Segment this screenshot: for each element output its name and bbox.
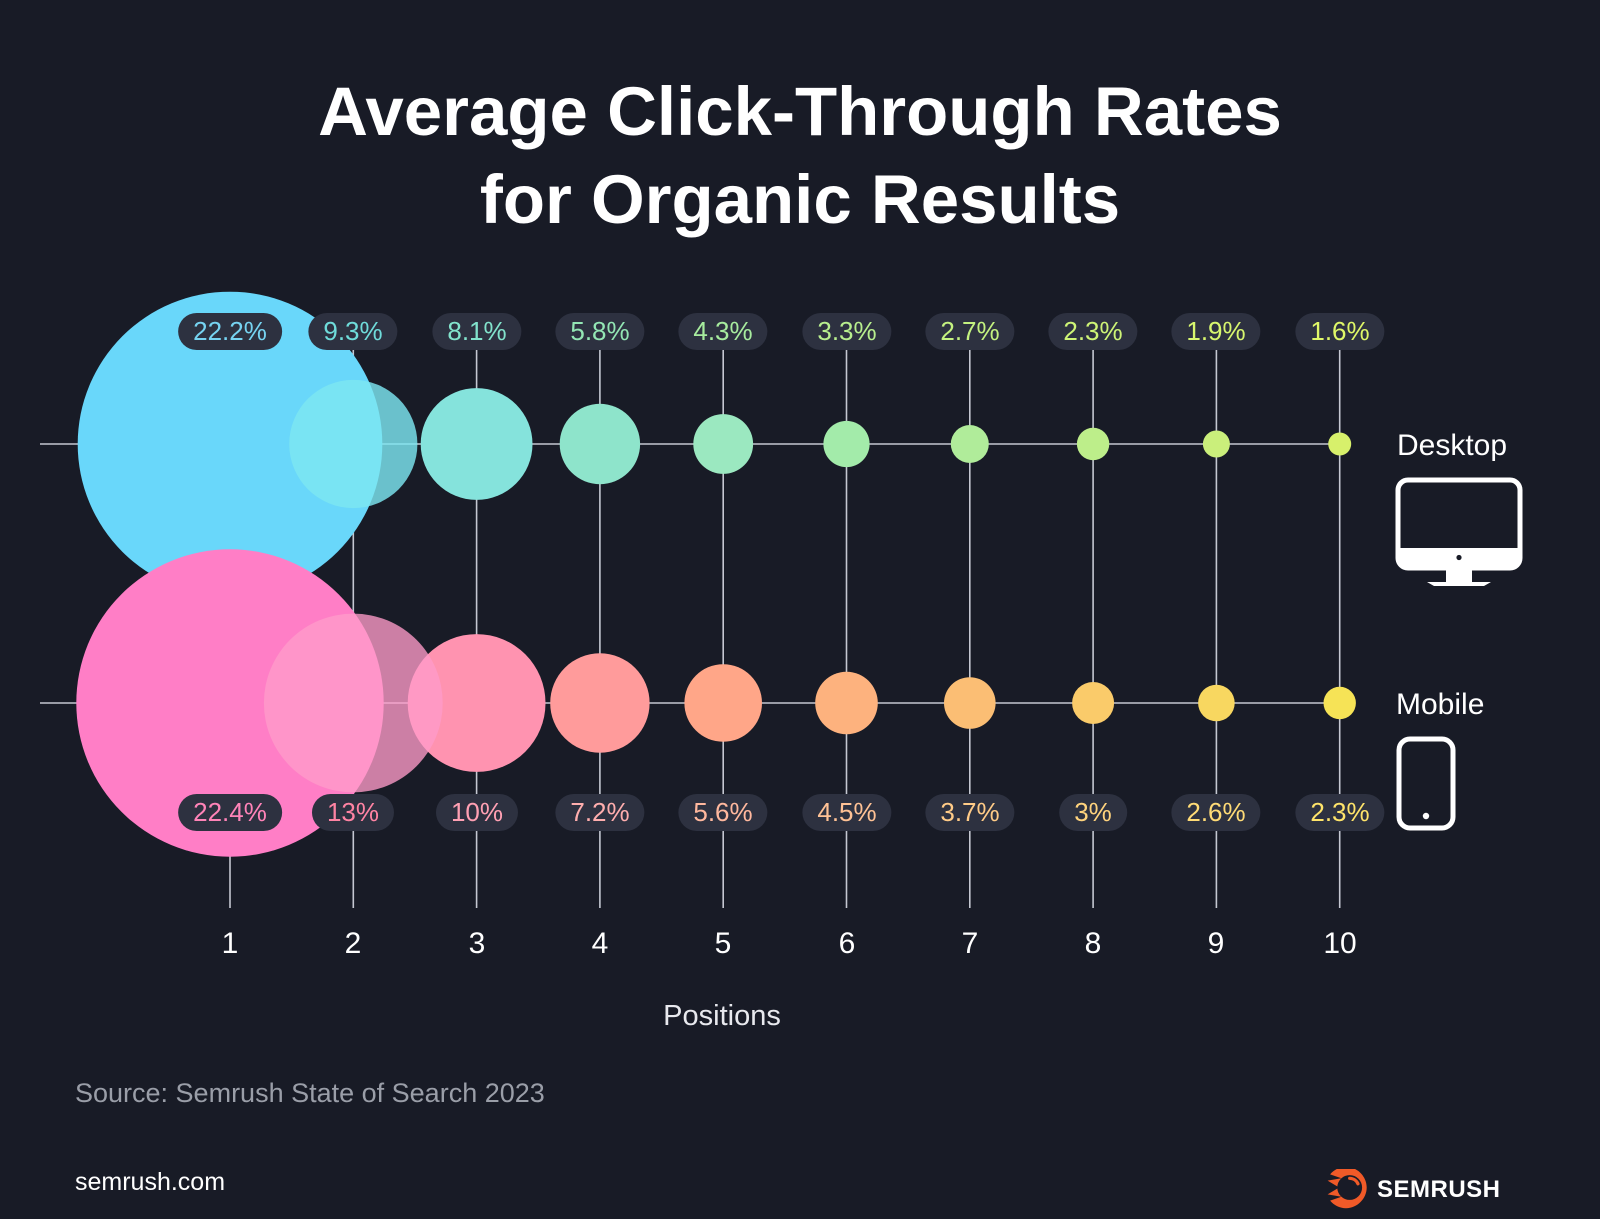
svg-text:SEMRUSH: SEMRUSH <box>1377 1176 1501 1203</box>
